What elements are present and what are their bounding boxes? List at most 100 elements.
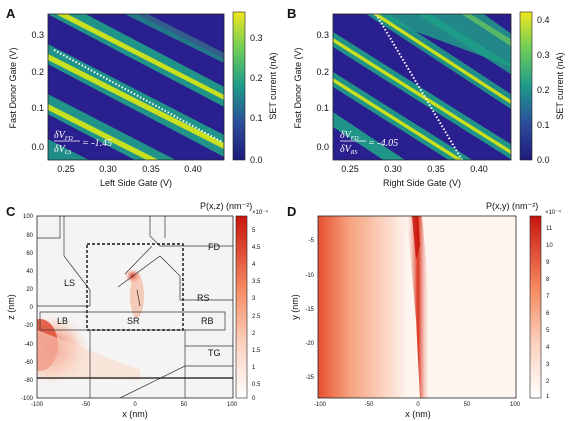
slope-line-b: [375, 13, 463, 161]
x-axis-a: 0.25 0.30 0.35 0.40 Left Side Gate (V): [57, 164, 202, 188]
svg-text:40: 40: [26, 269, 33, 275]
svg-text:δVLS: δVLS: [54, 144, 71, 156]
svg-text:0.1: 0.1: [537, 120, 550, 130]
region-ls: LS: [64, 278, 75, 288]
svg-text:×10⁻⁴: ×10⁻⁴: [545, 209, 561, 216]
svg-text:1: 1: [252, 365, 256, 371]
panel-b-letter: B: [287, 6, 296, 21]
x-axis-label-a: Left Side Gate (V): [100, 178, 172, 188]
panel-d: D -100 -50 0 50 100 x (nm) -5 -10 -15 -2…: [287, 201, 561, 419]
y-axis-label-a: Fast Donor Gate (V): [8, 47, 18, 128]
y-axis-label-b: Fast Donor Gate (V): [293, 47, 303, 128]
x-axis-b: 0.25 0.30 0.35 0.40 Right Side Gate (V): [341, 164, 488, 188]
svg-text:0.0: 0.0: [31, 142, 44, 152]
svg-text:δVFD: δVFD: [340, 130, 359, 142]
svg-text:100: 100: [227, 402, 238, 408]
svg-text:0.30: 0.30: [99, 164, 117, 174]
colorbar-b: 0.4 0.3 0.2 0.1 0.0 SET current (nA): [519, 11, 565, 165]
svg-text:10: 10: [546, 243, 553, 249]
svg-text:0.2: 0.2: [316, 67, 329, 77]
panel-c-letter: C: [6, 204, 16, 219]
region-tg: TG: [208, 348, 221, 358]
svg-text:0.2: 0.2: [250, 73, 263, 83]
svg-text:0.3: 0.3: [316, 30, 329, 40]
region-lb: LB: [57, 316, 68, 326]
dashed-zoom-box: [86, 243, 184, 331]
gate-map: FD LS RS LB SR RB TG: [37, 216, 233, 398]
svg-text:0.2: 0.2: [537, 85, 550, 95]
svg-text:0.5: 0.5: [252, 382, 261, 388]
svg-text:8: 8: [546, 277, 550, 283]
y-axis-b: 0.3 0.2 0.1 0.0 Fast Donor Gate (V): [293, 30, 329, 152]
svg-text:0.3: 0.3: [31, 30, 44, 40]
svg-text:0.2: 0.2: [31, 67, 44, 77]
svg-text:3.5: 3.5: [252, 279, 261, 285]
svg-text:-80: -80: [24, 378, 33, 384]
colorbar-c-label: P(x,z) (nm⁻²): [200, 201, 252, 211]
panel-a: A δVFD δVLS = -1.45 0.25 0.30 0.35 0.40 …: [6, 6, 278, 188]
svg-text:= -4.05: = -4.05: [368, 138, 398, 149]
svg-text:-60: -60: [24, 360, 33, 366]
svg-text:2: 2: [252, 331, 256, 337]
svg-text:-15: -15: [305, 307, 314, 313]
svg-text:60: 60: [26, 251, 33, 257]
svg-text:0.0: 0.0: [316, 142, 329, 152]
svg-text:-40: -40: [24, 342, 33, 348]
svg-text:0.35: 0.35: [142, 164, 160, 174]
colorbar-a-label: SET current (nA): [268, 52, 278, 119]
svg-text:0.3: 0.3: [537, 50, 550, 60]
svg-text:-100: -100: [314, 402, 327, 408]
colorbar-c: P(x,z) (nm⁻²) ×10⁻⁴ 5 4.5 4 3.5 3 2.5 2 …: [200, 201, 268, 402]
y-axis-a: 0.3 0.2 0.1 0.0 Fast Donor Gate (V): [8, 30, 44, 152]
svg-text:0.3: 0.3: [250, 33, 263, 43]
svg-text:100: 100: [510, 402, 521, 408]
svg-text:δVFD: δVFD: [54, 130, 73, 142]
y-axis-c: 100 80 60 40 20 0 -20 -40 -60 -80 -100 z…: [6, 214, 34, 402]
svg-text:4: 4: [546, 345, 550, 351]
svg-text:-20: -20: [24, 323, 33, 329]
svg-text:0.40: 0.40: [184, 164, 202, 174]
density-map-d-left-lobe: [318, 216, 408, 398]
x-axis-label-d: x (nm): [405, 409, 431, 419]
panel-a-letter: A: [6, 6, 16, 21]
x-axis-label-c: x (nm): [122, 409, 148, 419]
region-fd: FD: [208, 242, 220, 252]
ratio-label-b: δVFD δVRS = -4.05: [340, 130, 398, 156]
x-axis-label-b: Right Side Gate (V): [383, 178, 461, 188]
svg-text:3: 3: [252, 296, 256, 302]
svg-text:0.0: 0.0: [537, 155, 550, 165]
svg-text:0.35: 0.35: [427, 164, 445, 174]
region-rs: RS: [197, 293, 210, 303]
svg-text:0.30: 0.30: [384, 164, 402, 174]
svg-text:2.5: 2.5: [252, 314, 261, 320]
svg-text:80: 80: [26, 233, 33, 239]
svg-text:6: 6: [546, 311, 550, 317]
svg-text:-100: -100: [21, 396, 34, 402]
colorbar-b-label: SET current (nA): [555, 52, 565, 119]
svg-text:3: 3: [546, 362, 550, 368]
svg-text:0: 0: [133, 402, 137, 408]
svg-text:0: 0: [416, 402, 420, 408]
panel-c: C: [6, 201, 268, 419]
svg-text:2: 2: [546, 379, 550, 385]
svg-text:50: 50: [464, 402, 471, 408]
slope-line-a: [53, 49, 223, 143]
svg-text:-100: -100: [31, 402, 44, 408]
svg-text:11: 11: [546, 226, 553, 232]
svg-text:0.4: 0.4: [537, 15, 550, 25]
heatmap-b: [333, 14, 511, 160]
region-rb: RB: [201, 316, 214, 326]
svg-text:20: 20: [26, 287, 33, 293]
svg-text:0.25: 0.25: [57, 164, 75, 174]
colorbar-d-label: P(x,y) (nm⁻²): [486, 201, 538, 211]
svg-text:-10: -10: [305, 273, 314, 279]
svg-text:4.5: 4.5: [252, 245, 261, 251]
y-axis-label-c: z (nm): [6, 294, 16, 320]
svg-text:0: 0: [30, 305, 34, 311]
svg-text:4: 4: [252, 262, 256, 268]
svg-text:-5: -5: [309, 238, 315, 244]
svg-text:-20: -20: [305, 341, 314, 347]
svg-text:0.1: 0.1: [250, 113, 263, 123]
ratio-label-a: δVFD δVLS = -1.45: [54, 130, 112, 156]
x-axis-d: -100 -50 0 50 100 x (nm): [314, 402, 521, 419]
